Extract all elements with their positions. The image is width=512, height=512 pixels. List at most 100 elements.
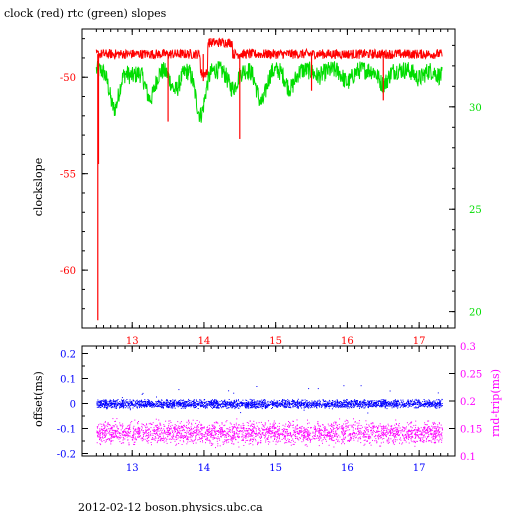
offset-point xyxy=(129,405,131,406)
roundtrip-point xyxy=(210,434,212,436)
offset-point xyxy=(264,407,266,409)
roundtrip-point xyxy=(206,433,208,435)
roundtrip-point xyxy=(116,437,118,439)
roundtrip-point xyxy=(398,435,400,437)
offset-point xyxy=(301,405,302,407)
roundtrip-point xyxy=(148,432,150,433)
roundtrip-point xyxy=(432,422,434,424)
roundtrip-point xyxy=(218,431,220,433)
roundtrip-point xyxy=(374,440,376,442)
roundtrip-point xyxy=(129,425,131,427)
roundtrip-point xyxy=(215,447,216,449)
offset-point xyxy=(159,402,161,403)
roundtrip-point xyxy=(273,435,274,437)
roundtrip-point xyxy=(157,439,159,441)
offset-point xyxy=(327,402,329,403)
roundtrip-point xyxy=(360,438,362,440)
roundtrip-point xyxy=(343,435,345,437)
offset-point xyxy=(191,403,193,405)
roundtrip-point xyxy=(250,443,252,444)
offset-point xyxy=(356,400,358,402)
roundtrip-point xyxy=(397,432,399,433)
roundtrip-point xyxy=(421,433,423,435)
offset-point xyxy=(168,407,169,409)
roundtrip-point xyxy=(118,432,120,434)
offset-point xyxy=(311,402,313,404)
roundtrip-point xyxy=(350,436,352,438)
roundtrip-point xyxy=(148,440,150,442)
roundtrip-point xyxy=(284,432,286,434)
offset-point xyxy=(436,404,438,406)
offset-point xyxy=(110,403,112,405)
roundtrip-point xyxy=(247,436,249,438)
offset-point xyxy=(292,403,294,405)
roundtrip-point xyxy=(112,432,114,434)
offset-point xyxy=(105,403,107,405)
roundtrip-point xyxy=(169,438,171,440)
roundtrip-point xyxy=(173,436,175,438)
offset-point xyxy=(336,402,338,404)
roundtrip-point xyxy=(276,432,278,434)
offset-point xyxy=(144,405,146,407)
roundtrip-point xyxy=(350,433,352,435)
offset-point xyxy=(250,404,252,405)
offset-point xyxy=(311,404,313,406)
offset-point xyxy=(207,400,209,402)
roundtrip-point xyxy=(99,434,101,436)
roundtrip-point xyxy=(387,433,389,435)
roundtrip-point xyxy=(307,434,309,436)
roundtrip-point xyxy=(407,431,409,433)
offset-point xyxy=(418,406,420,407)
offset-point xyxy=(104,400,106,402)
roundtrip-point xyxy=(104,434,106,436)
roundtrip-point xyxy=(229,430,230,432)
roundtrip-point xyxy=(136,439,137,441)
roundtrip-point xyxy=(175,429,177,431)
offset-point xyxy=(250,405,252,407)
roundtrip-point xyxy=(137,430,139,432)
offset-point xyxy=(200,406,202,408)
roundtrip-point xyxy=(175,444,177,446)
roundtrip-point xyxy=(305,436,306,438)
offset-point xyxy=(273,402,275,404)
offset-point xyxy=(391,401,392,403)
offset-point xyxy=(316,403,318,405)
offset-point xyxy=(297,403,299,405)
roundtrip-point xyxy=(278,436,280,438)
offset-point xyxy=(434,401,436,403)
roundtrip-point xyxy=(353,439,355,441)
roundtrip-point xyxy=(169,428,171,430)
offset-point xyxy=(165,402,167,404)
roundtrip-point xyxy=(327,423,329,425)
roundtrip-point xyxy=(348,440,350,441)
roundtrip-point xyxy=(433,424,434,425)
offset-point xyxy=(298,403,300,405)
offset-point xyxy=(152,402,154,404)
offset-point xyxy=(256,402,258,404)
offset-point xyxy=(118,403,120,405)
roundtrip-point xyxy=(381,427,383,429)
roundtrip-point xyxy=(420,427,422,429)
roundtrip-point xyxy=(289,422,290,424)
roundtrip-point xyxy=(263,434,265,436)
offset-point xyxy=(183,403,185,405)
roundtrip-point xyxy=(224,424,226,426)
roundtrip-point xyxy=(190,437,192,439)
roundtrip-point xyxy=(169,420,171,422)
roundtrip-point xyxy=(211,444,213,446)
roundtrip-point xyxy=(347,440,349,442)
offset-point xyxy=(275,406,277,407)
roundtrip-point xyxy=(163,430,165,432)
offset-point xyxy=(332,406,334,408)
offset-point xyxy=(393,404,395,406)
roundtrip-point xyxy=(383,427,385,428)
roundtrip-point xyxy=(431,433,433,435)
roundtrip-point xyxy=(245,433,247,435)
roundtrip-point xyxy=(145,431,147,433)
rtc-slope-series xyxy=(95,60,443,123)
roundtrip-point xyxy=(302,430,304,432)
roundtrip-point xyxy=(312,436,314,438)
offset-point xyxy=(322,402,324,404)
roundtrip-point xyxy=(208,432,210,434)
offset-point xyxy=(148,402,150,404)
